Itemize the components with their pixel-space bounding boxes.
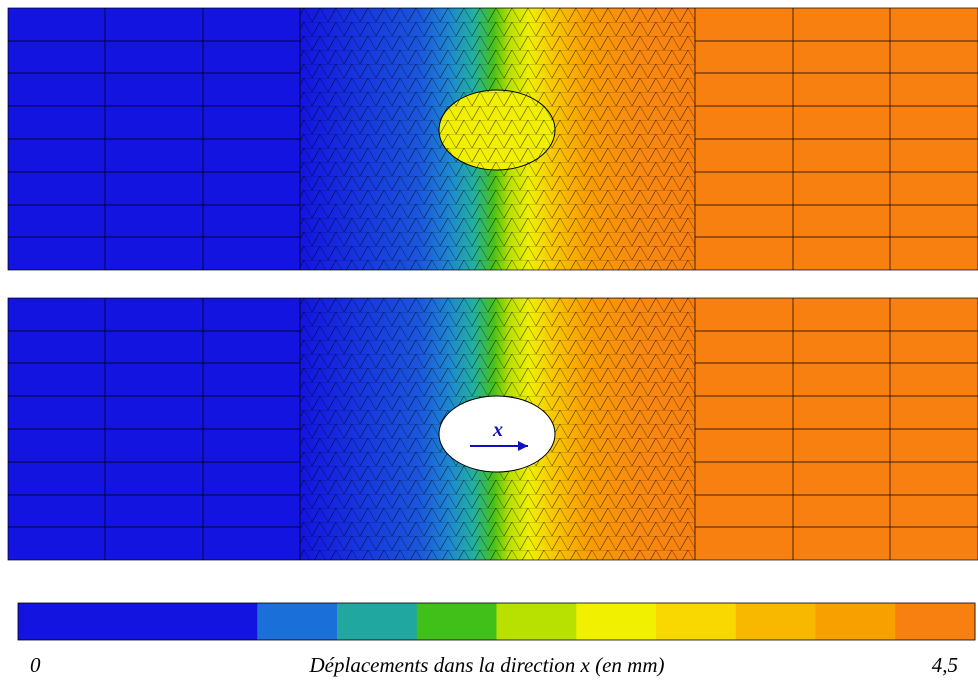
colorbar-segment: [416, 603, 497, 640]
colorbar-segment: [496, 603, 577, 640]
colorbar-segment: [337, 603, 418, 640]
colorbar-frame: [17, 602, 976, 641]
colorbar-segment: [177, 603, 258, 640]
arrow-label: x: [492, 419, 503, 441]
colorbar: [17, 602, 976, 641]
colorbar-max: 4,5: [932, 653, 958, 677]
colorbar-segment: [735, 603, 816, 640]
colorbar-segment: [18, 603, 99, 640]
colorbar-segment: [576, 603, 657, 640]
colorbar-segment: [257, 603, 338, 640]
arrow-head: [518, 441, 528, 451]
colorbar-caption: Déplacements dans la direction x (en mm): [309, 653, 665, 677]
colorbar-segment: [656, 603, 737, 640]
top-panel: [7, 7, 978, 271]
colorbar-segment: [97, 603, 178, 640]
bottom-panel: x: [7, 297, 978, 561]
colorbar-segment: [895, 603, 976, 640]
colorbar-segment: [815, 603, 896, 640]
colorbar-min: 0: [30, 653, 41, 677]
